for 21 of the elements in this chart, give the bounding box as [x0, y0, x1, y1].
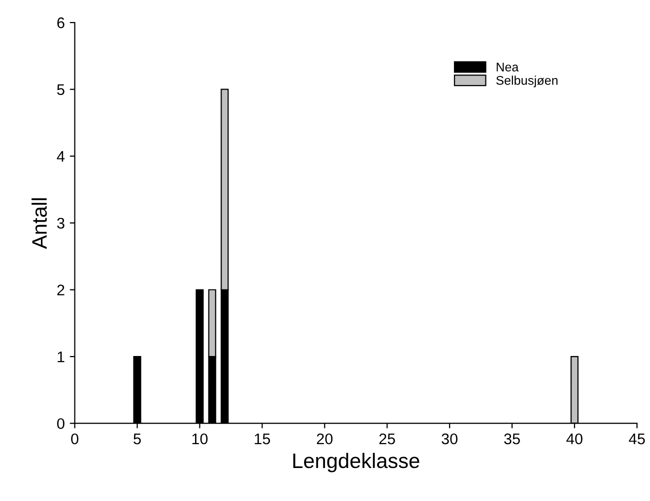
y-tick-label: 5	[57, 84, 64, 96]
y-tick-label: 1	[58, 352, 64, 362]
x-tick-label: 0	[71, 433, 78, 444]
x-tick-label: 35	[504, 433, 520, 444]
y-axis-title: Antall	[32, 198, 47, 249]
x-tick-label: 45	[628, 434, 645, 444]
y-tick-label: 0	[57, 418, 64, 430]
legend-label: Selbusjøen	[496, 76, 558, 88]
x-tick-label: 30	[442, 433, 458, 444]
x-axis-title: Lengdeklasse	[293, 452, 420, 472]
x-tick-label: 15	[254, 434, 270, 444]
y-tick-label: 2	[57, 284, 64, 296]
x-tick-label: 10	[192, 433, 208, 444]
y-tick-label: 3	[57, 218, 64, 229]
x-tick-label: 25	[379, 433, 395, 444]
x-tick-label: 40	[566, 433, 582, 444]
x-tick-label: 20	[316, 433, 333, 444]
y-tick-label: 4	[56, 151, 65, 162]
legend-label: Nea	[496, 62, 519, 72]
x-tick-label: 5	[134, 434, 141, 444]
y-tick-label: 6	[57, 17, 64, 28]
